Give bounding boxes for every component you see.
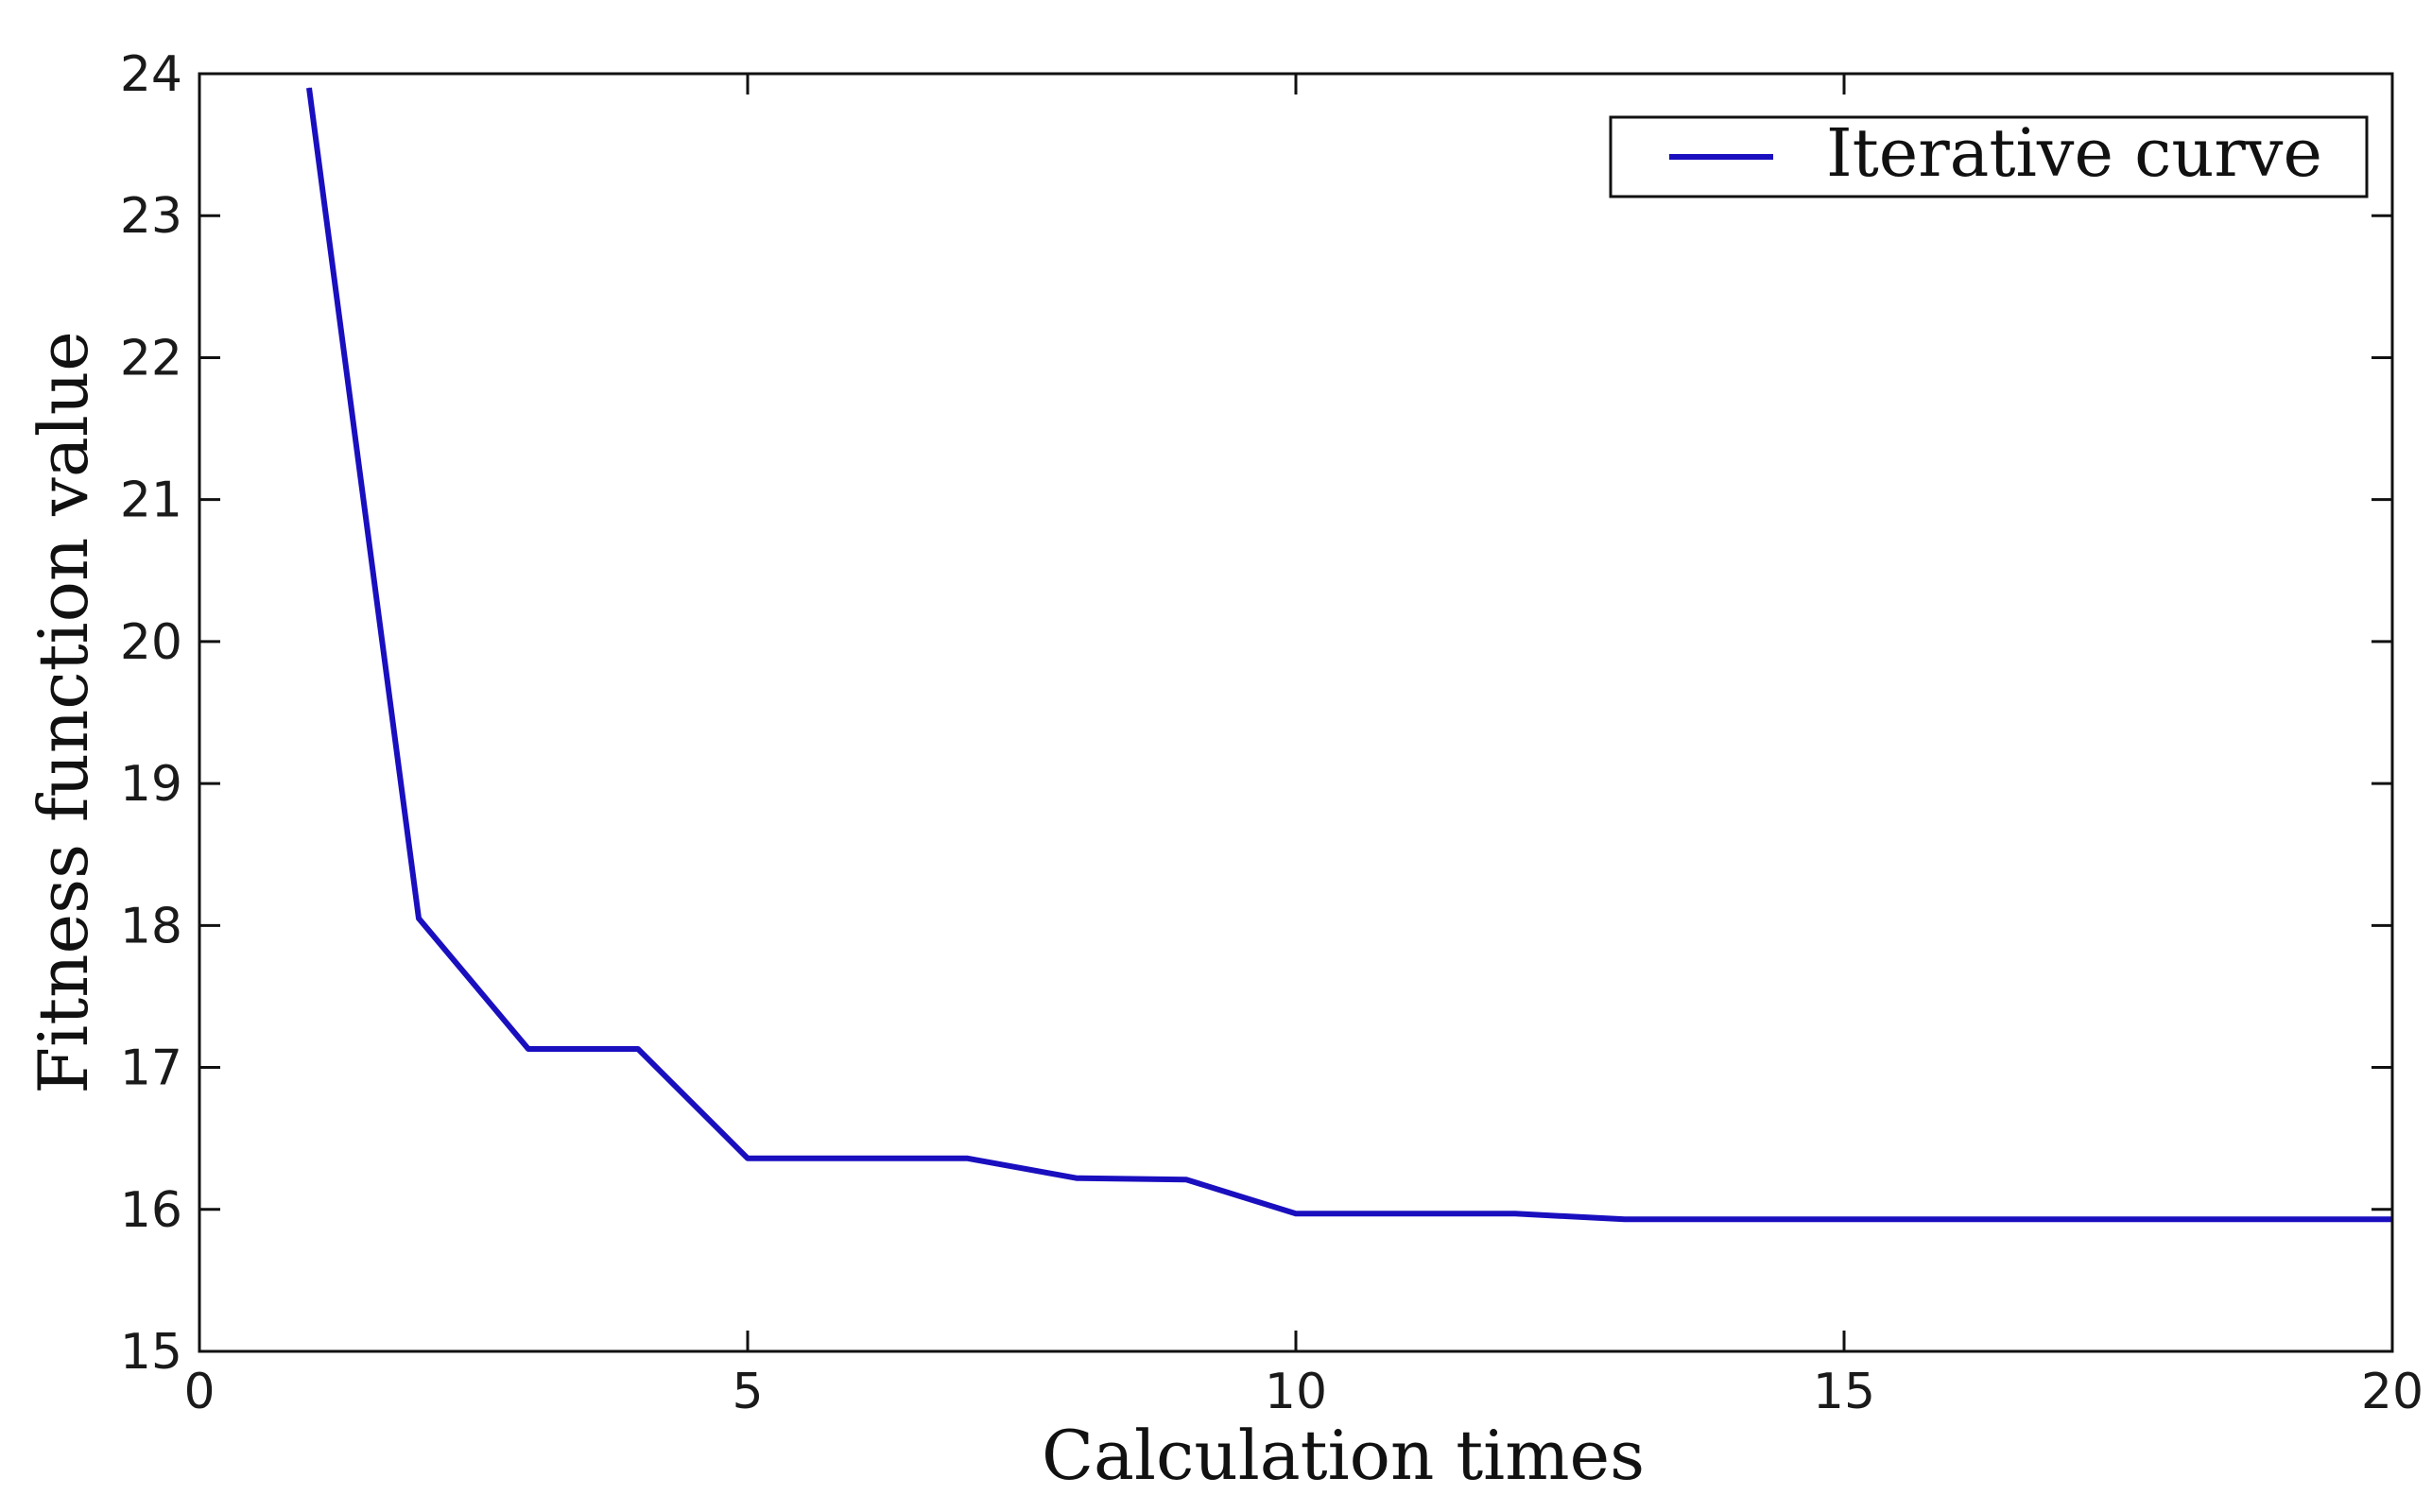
data-point <box>308 87 310 89</box>
y-tick-label: 20 <box>120 614 182 671</box>
data-point <box>527 1048 529 1050</box>
x-tick-label: 15 <box>1813 1364 1875 1420</box>
series-layer <box>306 87 2393 1223</box>
series-line <box>306 87 2392 1223</box>
x-tick-label: 0 <box>183 1364 215 1420</box>
x-tick-label: 5 <box>732 1364 763 1420</box>
data-point <box>1733 1218 1735 1220</box>
data-point <box>2282 1218 2284 1220</box>
data-point <box>1514 1212 1516 1214</box>
tick-labels: 0 5 10 15 20 15 16 17 18 19 20 21 22 23 24 <box>120 46 2423 1420</box>
y-tick-label: 17 <box>120 1040 182 1097</box>
data-point <box>418 918 420 919</box>
legend: Iterative curve <box>1609 114 2369 198</box>
y-tick-label: 18 <box>120 898 182 954</box>
data-point <box>1843 1218 1845 1220</box>
y-tick-label: 19 <box>120 756 182 813</box>
data-point <box>966 1158 968 1160</box>
data-point <box>1185 1178 1187 1180</box>
plot-frame <box>198 72 2394 1353</box>
y-tick-label: 21 <box>120 472 182 529</box>
legend-label: Iterative curve <box>1826 114 2322 192</box>
x-tick-label: 20 <box>2361 1364 2423 1420</box>
data-point <box>2062 1218 2064 1220</box>
y-tick-label: 16 <box>120 1182 182 1239</box>
data-point <box>637 1048 639 1050</box>
y-tick-label: 22 <box>120 330 182 387</box>
y-tick-label: 15 <box>120 1324 182 1381</box>
y-tick-label: 24 <box>120 46 182 103</box>
data-point <box>1076 1177 1078 1179</box>
y-tick-label: 23 <box>120 188 182 245</box>
x-tick-label: 10 <box>1265 1364 1327 1420</box>
x-axis-title: Calculation times <box>1042 1416 1645 1495</box>
data-point <box>1295 1212 1297 1214</box>
y-axis-title: Fitness function value <box>24 331 103 1094</box>
data-point <box>2172 1218 2174 1220</box>
data-point <box>747 1158 749 1160</box>
data-point <box>856 1158 858 1160</box>
data-point <box>1624 1218 1626 1220</box>
data-point <box>1953 1218 1955 1220</box>
